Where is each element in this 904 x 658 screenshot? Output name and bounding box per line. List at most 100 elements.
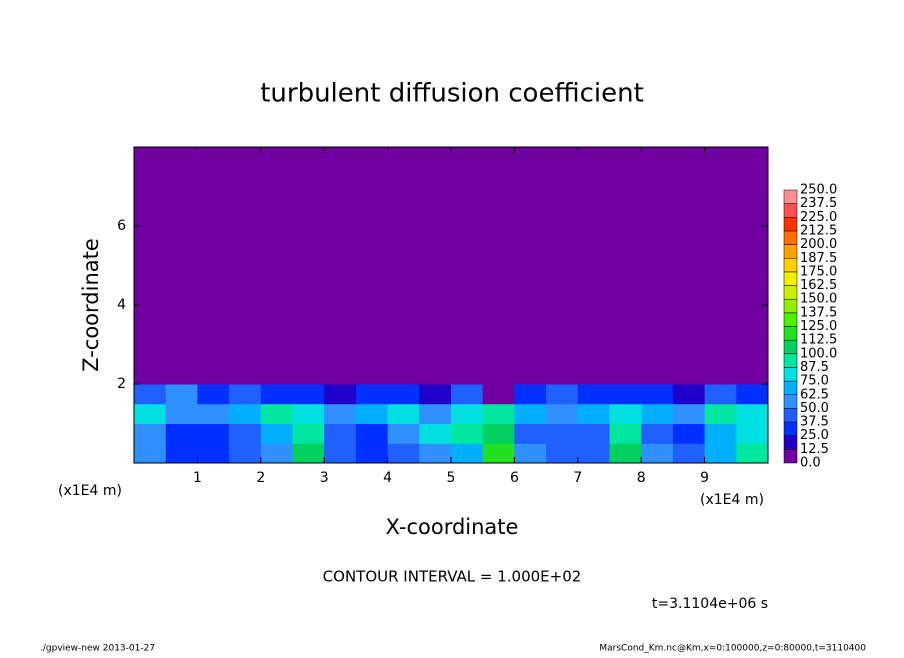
cell bbox=[292, 384, 325, 405]
cell bbox=[324, 265, 357, 286]
colorbar-swatch bbox=[783, 285, 798, 300]
colorbar-swatch bbox=[783, 408, 798, 423]
cell bbox=[451, 344, 484, 365]
cell bbox=[260, 305, 293, 326]
cell bbox=[134, 186, 167, 207]
cell bbox=[387, 265, 420, 286]
cell bbox=[355, 226, 389, 247]
cell bbox=[514, 403, 547, 424]
cell bbox=[134, 285, 167, 306]
colorbar-swatch bbox=[783, 312, 798, 327]
cell bbox=[482, 206, 515, 227]
cell bbox=[514, 423, 547, 444]
cell bbox=[324, 344, 357, 365]
cell bbox=[260, 265, 293, 286]
cell bbox=[134, 384, 167, 405]
cell bbox=[419, 403, 452, 424]
cell bbox=[387, 226, 420, 247]
cell bbox=[609, 305, 642, 326]
cell bbox=[229, 443, 262, 464]
cell bbox=[609, 285, 642, 306]
cell bbox=[577, 423, 610, 444]
cell bbox=[546, 384, 579, 405]
cell bbox=[736, 147, 769, 168]
cell bbox=[704, 344, 737, 365]
y-axis-label: Z-coordinate bbox=[79, 238, 103, 372]
cell bbox=[324, 226, 357, 247]
cell bbox=[451, 226, 484, 247]
colorbar-swatch bbox=[783, 244, 798, 259]
cell bbox=[292, 166, 325, 187]
cell bbox=[451, 403, 484, 424]
cell bbox=[546, 344, 579, 365]
cell bbox=[451, 285, 484, 306]
cell bbox=[197, 186, 230, 207]
cell bbox=[641, 265, 674, 286]
cell bbox=[482, 344, 515, 365]
cell bbox=[419, 186, 452, 207]
cell bbox=[419, 166, 452, 187]
x-tick-label: 2 bbox=[256, 470, 265, 486]
cell bbox=[641, 384, 674, 405]
x-tick-label: 4 bbox=[383, 470, 392, 486]
cell bbox=[451, 265, 484, 286]
cell bbox=[165, 344, 198, 365]
cell bbox=[672, 226, 706, 247]
cell bbox=[672, 285, 706, 306]
cell bbox=[641, 443, 674, 464]
cell bbox=[134, 423, 167, 444]
colorbar-label: 100.0 bbox=[800, 346, 837, 361]
colorbar-label: 212.5 bbox=[800, 223, 837, 238]
cell bbox=[736, 364, 769, 385]
cell bbox=[672, 403, 706, 424]
colorbar-label: 37.5 bbox=[800, 415, 829, 430]
cell bbox=[387, 285, 420, 306]
cell bbox=[704, 285, 737, 306]
colorbar-swatch bbox=[783, 203, 798, 218]
x-tick-label: 1 bbox=[193, 470, 202, 486]
cell bbox=[609, 166, 642, 187]
cell bbox=[546, 245, 579, 266]
cell bbox=[419, 206, 452, 227]
cell bbox=[324, 324, 357, 345]
cell bbox=[609, 147, 642, 168]
cell bbox=[482, 324, 515, 345]
cell bbox=[514, 285, 547, 306]
cell bbox=[419, 443, 452, 464]
cell bbox=[324, 245, 357, 266]
cell bbox=[577, 166, 610, 187]
cell bbox=[355, 285, 389, 306]
cell bbox=[641, 186, 674, 207]
cell bbox=[387, 206, 420, 227]
cell bbox=[324, 206, 357, 227]
y-tick-label: 6 bbox=[117, 218, 126, 234]
cell bbox=[229, 147, 262, 168]
cell bbox=[672, 265, 706, 286]
annotation: ./gpview-new 2013-01-27 bbox=[40, 644, 155, 654]
cell bbox=[134, 147, 167, 168]
cell bbox=[292, 206, 325, 227]
cell bbox=[260, 384, 293, 405]
cell bbox=[292, 324, 325, 345]
colorbar-label: 237.5 bbox=[800, 196, 837, 211]
cell bbox=[260, 344, 293, 365]
cell bbox=[704, 364, 737, 385]
cell bbox=[292, 285, 325, 306]
cell bbox=[387, 245, 420, 266]
cell bbox=[451, 305, 484, 326]
cell bbox=[546, 285, 579, 306]
colorbar-label: 0.0 bbox=[800, 456, 821, 471]
cell bbox=[482, 305, 515, 326]
cell bbox=[482, 423, 515, 444]
x-tick-label: 6 bbox=[510, 470, 519, 486]
cell bbox=[482, 265, 515, 286]
cell bbox=[229, 423, 262, 444]
cell bbox=[165, 403, 198, 424]
y-tick-label: 4 bbox=[117, 297, 126, 313]
cell bbox=[165, 423, 198, 444]
cell bbox=[736, 443, 769, 464]
colorbar-label: 125.0 bbox=[800, 319, 837, 334]
colorbar-label: 112.5 bbox=[800, 333, 837, 348]
cell bbox=[546, 423, 579, 444]
cell bbox=[324, 147, 357, 168]
